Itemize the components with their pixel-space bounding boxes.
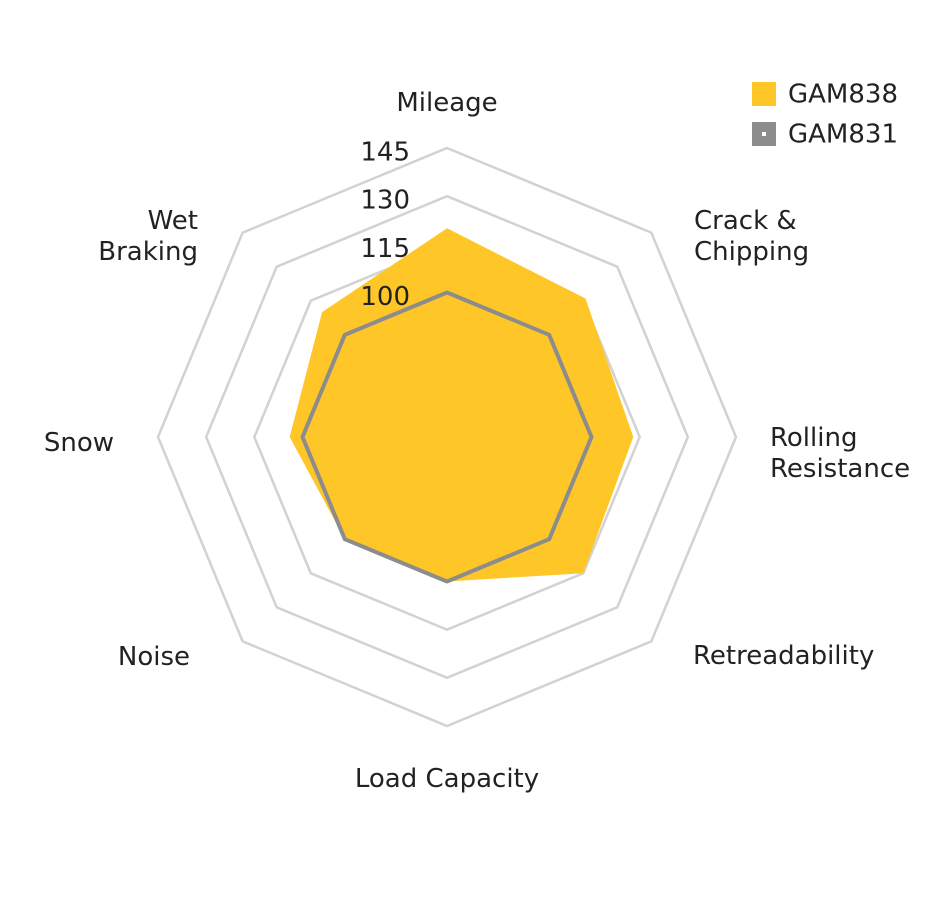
axis-label: Mileage: [396, 88, 498, 118]
axis-label: Retreadability: [693, 641, 875, 671]
grid-ring: [204, 194, 690, 680]
legend-swatch: [752, 82, 776, 106]
axis-label: Rolling Resistance: [770, 423, 911, 484]
axis-label: Wet Braking: [98, 206, 198, 267]
tick-label: 145: [360, 138, 410, 168]
axis-label: Noise: [117, 642, 190, 672]
grid-ring: [156, 146, 738, 728]
tick-label: 100: [360, 282, 410, 312]
tick-label: 115: [360, 234, 410, 264]
grid-ring: [252, 242, 642, 632]
axis-label: Load Capacity: [354, 764, 540, 794]
legend-label: GAM838: [788, 80, 898, 110]
series-area: [289, 228, 634, 582]
legend-label: GAM831: [788, 120, 898, 150]
axis-label: Snow: [43, 428, 114, 458]
legend-swatch-dot: [762, 132, 766, 136]
tick-label: 130: [360, 186, 410, 216]
axis-label: Crack & Chipping: [694, 206, 810, 267]
